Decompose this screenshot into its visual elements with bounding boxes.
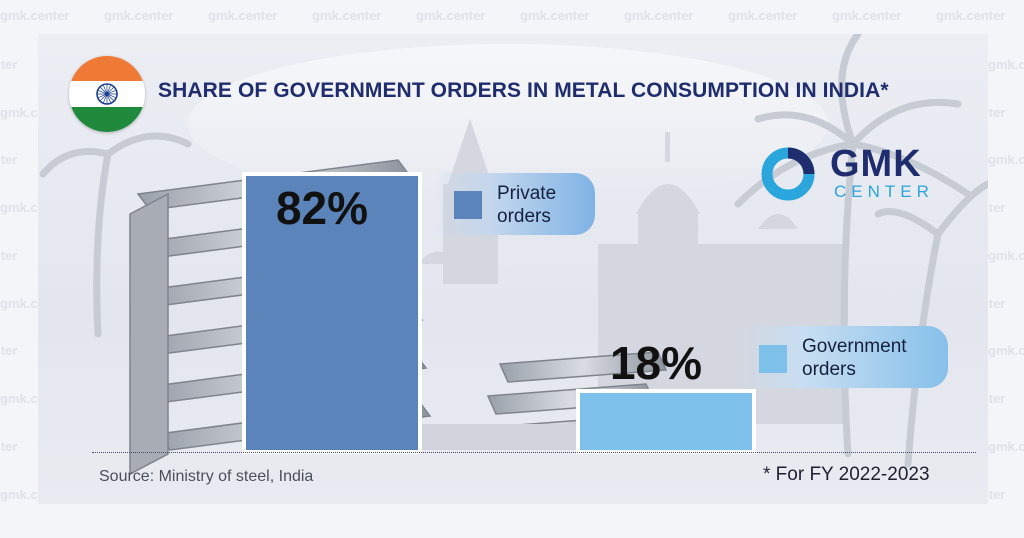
flag-saffron-band bbox=[69, 56, 145, 82]
chart-baseline bbox=[92, 452, 976, 453]
ashoka-chakra-icon bbox=[96, 83, 118, 105]
legend-item-private: Private orders bbox=[435, 173, 595, 235]
palm-trees bbox=[39, 34, 988, 468]
logo-subtitle: CENTER bbox=[834, 182, 934, 201]
bar-value-label-government: 18% bbox=[610, 337, 702, 389]
bar-government bbox=[576, 388, 756, 455]
flag-green-band bbox=[69, 106, 145, 132]
gmk-center-logo: GMK CENTER bbox=[757, 143, 937, 205]
chart-title: SHARE OF GOVERNMENT ORDERS IN METAL CONS… bbox=[158, 79, 889, 102]
source-note: Source: Ministry of steel, India bbox=[99, 468, 314, 485]
footnote: * For FY 2022-2023 bbox=[763, 464, 930, 485]
legend-item-government: Government orders bbox=[740, 326, 948, 388]
legend-swatch-private bbox=[454, 191, 482, 219]
legend-swatch-government bbox=[759, 345, 787, 373]
india-flag-icon bbox=[69, 56, 145, 132]
bar-private bbox=[242, 172, 422, 454]
bar-value-label-private: 82% bbox=[276, 182, 368, 234]
gmk-logo-ring-icon bbox=[761, 147, 815, 201]
sky-glow bbox=[188, 44, 828, 204]
logo-wordmark: GMK bbox=[830, 143, 922, 185]
legend-label-government: Government orders bbox=[802, 336, 907, 380]
legend-label-private: Private orders bbox=[497, 183, 557, 227]
